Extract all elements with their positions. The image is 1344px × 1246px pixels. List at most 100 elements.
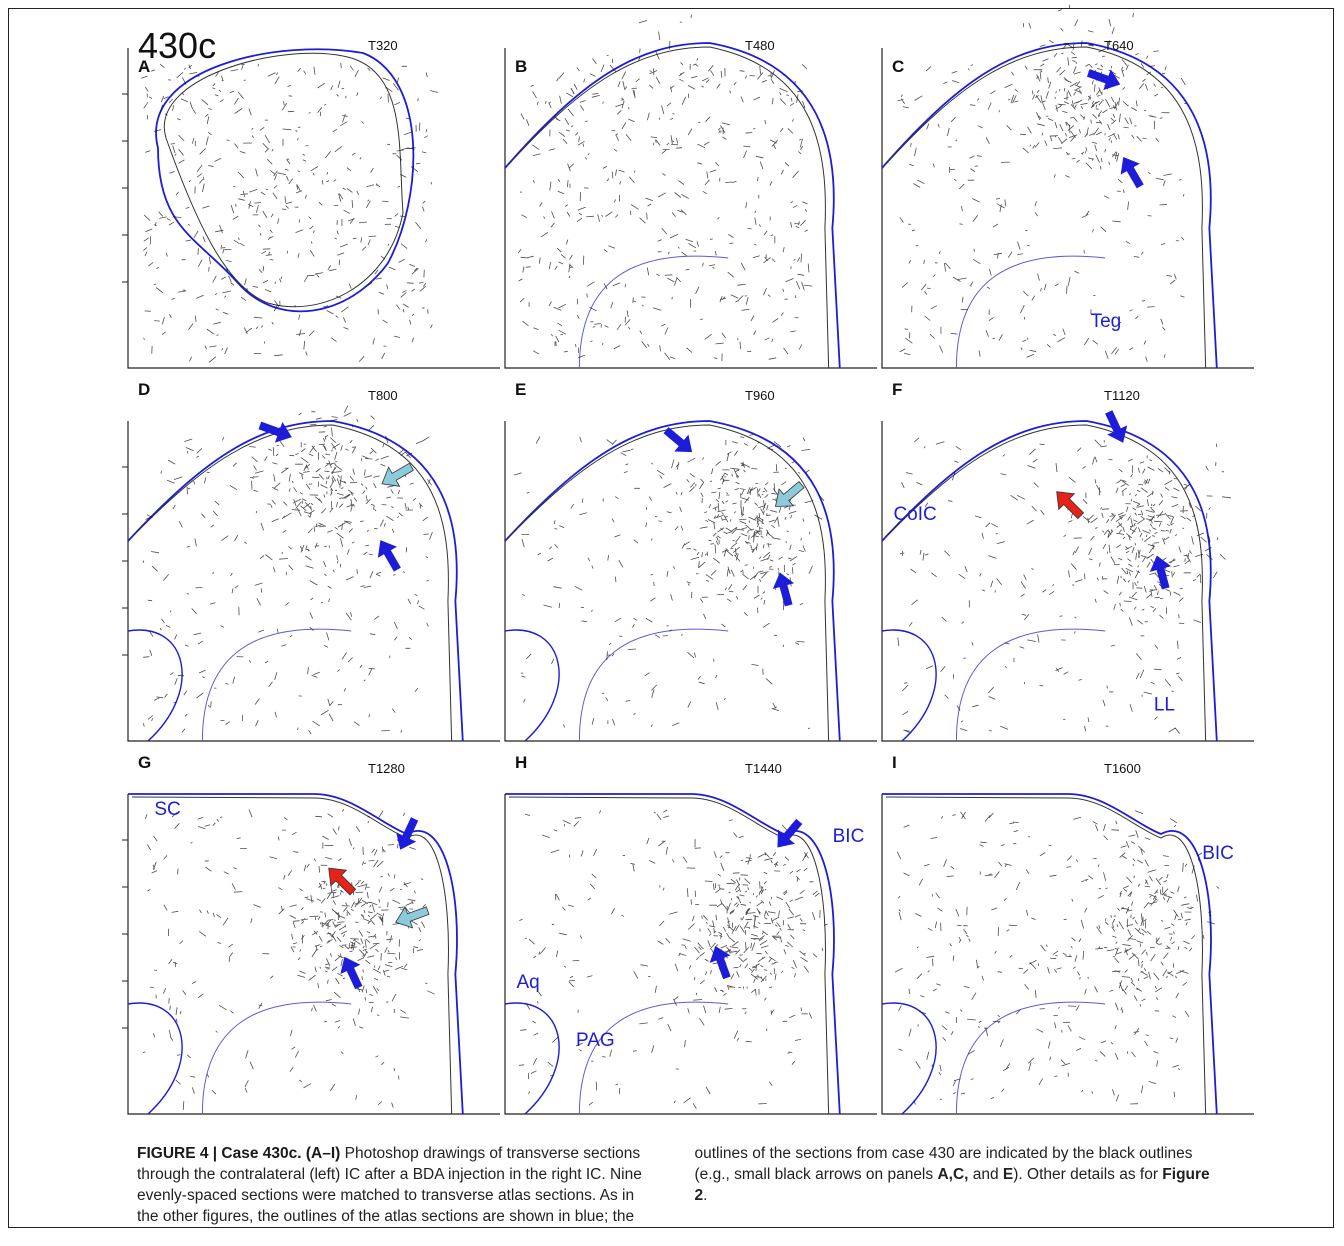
section-label: T800 <box>368 388 398 403</box>
panel: D T800 <box>122 380 500 742</box>
inner-outline <box>578 628 729 742</box>
panel-axes <box>127 794 500 1115</box>
section-label: T320 <box>368 38 398 53</box>
arrow <box>709 945 731 980</box>
labelled-fibers <box>141 63 438 363</box>
atlas-outline <box>881 420 1218 742</box>
labelled-fibers <box>517 14 813 362</box>
section-outline <box>508 46 830 369</box>
region-label: BIC <box>833 826 865 847</box>
labelled-fibers <box>894 810 1220 1105</box>
panel-letter: D <box>138 380 150 399</box>
aqueduct-outline <box>881 629 937 742</box>
labelled-fibers <box>518 809 828 1109</box>
panel-letter: G <box>138 753 151 772</box>
panel: I T1600 BIC <box>881 753 1254 1115</box>
panel: F T1120 CoIC LL <box>881 380 1254 742</box>
arrow <box>1120 156 1144 189</box>
region-label: BIC <box>1202 843 1234 864</box>
panel-axes <box>881 794 1254 1115</box>
arrow <box>777 818 803 848</box>
section-outline <box>885 796 1207 1115</box>
caption-text: and <box>968 1166 1003 1183</box>
caption-text: A,C, <box>937 1166 969 1183</box>
caption: FIGURE 4 | Case 430c. (A–I) Photoshop dr… <box>137 1143 1212 1227</box>
inner-outline <box>955 628 1106 742</box>
panel-axes <box>881 48 1254 369</box>
inner-outline <box>201 628 352 742</box>
panel: G T1280 SC <box>122 753 500 1115</box>
aqueduct-outline <box>504 1002 560 1115</box>
atlas-outline <box>504 420 841 742</box>
arrow <box>774 481 805 507</box>
region-label: LL <box>1154 694 1175 715</box>
section-label: T1120 <box>1104 388 1140 403</box>
caption-text: . <box>703 1187 708 1204</box>
aqueduct-outline <box>881 1002 937 1115</box>
panel-letter: I <box>892 753 897 772</box>
inner-outline <box>201 1001 352 1115</box>
panel-letter: F <box>892 380 902 399</box>
caption-text: Figure 2 <box>694 1166 1210 1204</box>
section-label: T640 <box>1104 38 1134 53</box>
panel-letter: E <box>515 380 526 399</box>
inner-outline <box>578 255 729 369</box>
arrow <box>395 906 430 929</box>
labelled-fibers <box>897 437 1231 735</box>
caption-text: E <box>1002 1166 1014 1183</box>
arrow <box>1105 410 1128 443</box>
panel-axes <box>504 421 877 742</box>
panel: H T1440 BIC Aq PAG <box>504 753 877 1115</box>
caption-text: FIGURE 4 | Case 430c. (A–I) <box>137 1145 341 1162</box>
figure-frame <box>8 8 1334 1228</box>
atlas-outline <box>504 42 841 369</box>
case-label: 430c <box>138 25 216 66</box>
panel-axes <box>504 48 877 369</box>
panel: B T480 <box>504 14 877 369</box>
arrow <box>258 421 292 443</box>
atlas-outline <box>128 793 464 1115</box>
panel: A T320 <box>122 38 500 369</box>
aqueduct-outline <box>504 629 560 742</box>
arrow <box>772 572 795 607</box>
aqueduct-outline <box>127 1002 183 1115</box>
arrow <box>381 462 414 487</box>
arrow <box>328 867 357 896</box>
panel-axes <box>881 421 1254 742</box>
arrow <box>1056 491 1085 520</box>
panel: C T640 Teg <box>881 4 1254 369</box>
atlas-outline <box>882 793 1218 1115</box>
arrow <box>663 427 693 453</box>
section-outline <box>508 424 830 742</box>
atlas-outline <box>127 420 464 742</box>
caption-text: Photoshop drawings of transverse section… <box>137 1145 1193 1225</box>
labelled-fibers <box>142 808 435 1110</box>
region-label: SC <box>154 799 180 820</box>
section-label: T1440 <box>745 761 782 776</box>
region-label: Aq <box>516 972 539 993</box>
panel: E T960 <box>504 380 877 742</box>
region-label: Teg <box>1091 311 1122 332</box>
section-outline <box>885 46 1207 369</box>
panel-axes <box>127 421 500 742</box>
arrow <box>340 956 363 990</box>
labelled-fibers <box>142 405 433 735</box>
panel-letter: H <box>515 753 527 772</box>
panel-letter: C <box>892 57 904 76</box>
inner-outline <box>578 1001 729 1115</box>
caption-text: ). Other details as for <box>1013 1166 1163 1183</box>
arrow <box>396 817 419 850</box>
atlas-outline <box>155 48 415 313</box>
section-label: T480 <box>745 38 775 53</box>
panel-axes <box>504 794 877 1115</box>
inner-outline <box>955 255 1106 369</box>
inner-outline <box>955 1001 1106 1115</box>
section-outline <box>163 52 404 308</box>
arrow <box>377 540 401 572</box>
arrow <box>1149 555 1172 590</box>
aqueduct-outline <box>127 629 183 742</box>
panel-letter: A <box>138 57 150 76</box>
panel-axes <box>127 48 500 369</box>
